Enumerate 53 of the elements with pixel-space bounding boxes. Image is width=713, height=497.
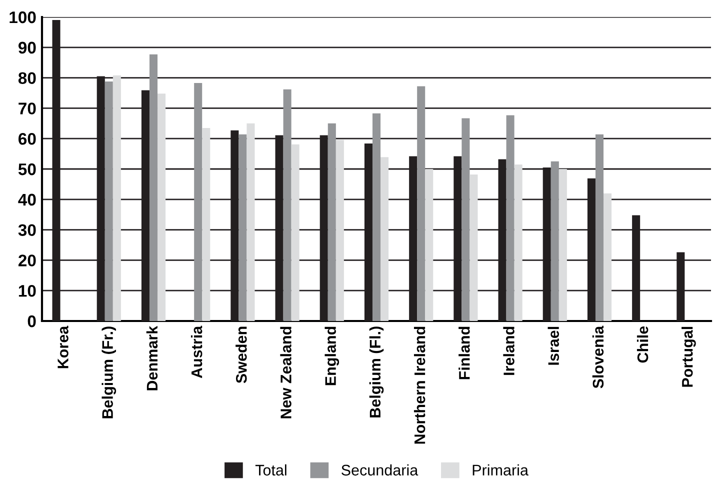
bar xyxy=(558,169,567,321)
y-tick-label: 60 xyxy=(18,133,36,145)
x-tick-label: Slovenia xyxy=(592,326,604,388)
bar xyxy=(328,123,336,321)
y-tick-label: 90 xyxy=(18,42,36,54)
bar xyxy=(514,164,522,321)
y-tick-label: 70 xyxy=(18,102,36,114)
bar xyxy=(506,115,514,321)
legend-label: Primaria xyxy=(472,464,528,476)
x-tick-label: England xyxy=(324,326,340,386)
y-tick-label: 80 xyxy=(18,72,36,84)
x-tick-label: Portugal xyxy=(682,326,696,387)
bar xyxy=(283,89,292,321)
bar xyxy=(380,157,389,321)
bar xyxy=(246,123,255,321)
bar xyxy=(417,86,426,321)
bar xyxy=(462,118,470,321)
y-tick-label: 30 xyxy=(18,224,36,236)
bar xyxy=(194,82,202,321)
x-tick-label: Austria xyxy=(190,326,202,378)
x-tick-label: Finland xyxy=(458,326,470,380)
y-tick-label: 40 xyxy=(18,194,36,206)
y-tick-label: 100 xyxy=(10,11,36,24)
x-tick-label: New Zealand xyxy=(280,326,292,418)
y-tick-label: 10 xyxy=(18,285,36,297)
bar xyxy=(112,75,121,321)
x-tick-label: Ireland xyxy=(503,326,514,375)
bar xyxy=(238,134,247,321)
bar xyxy=(595,134,604,321)
bar xyxy=(336,140,344,321)
legend-label: Secundaria xyxy=(342,464,418,476)
x-tick-label: Denmark xyxy=(146,326,158,390)
bar xyxy=(604,193,612,321)
x-tick-label: Sweden xyxy=(236,326,247,384)
x-tick-label: Belgium (Fr.) xyxy=(102,326,116,418)
bar xyxy=(149,54,158,321)
bar xyxy=(372,113,381,321)
y-tick-label: 0 xyxy=(28,315,36,328)
bar xyxy=(158,94,166,321)
legend-label: Total xyxy=(255,464,286,476)
bar xyxy=(104,81,113,321)
bar xyxy=(202,128,210,321)
x-tick-label: Chile xyxy=(636,326,648,363)
bar xyxy=(291,144,300,321)
bar xyxy=(470,174,478,321)
bar xyxy=(550,161,559,321)
bar xyxy=(425,169,434,321)
y-tick-label: 50 xyxy=(18,163,36,176)
x-tick-label: Belgium (Fl.) xyxy=(369,326,384,418)
x-tick-label: Israel xyxy=(548,326,559,365)
y-tick-label: 20 xyxy=(18,254,36,266)
x-tick-label: Northern Ireland xyxy=(414,326,426,444)
x-tick-label: Korea xyxy=(58,326,68,368)
